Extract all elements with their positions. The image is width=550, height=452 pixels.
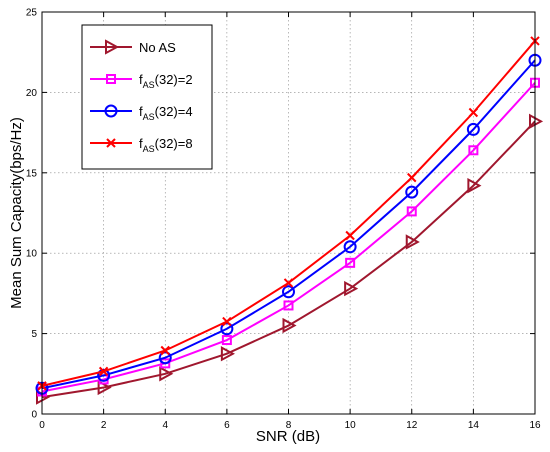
y-tick-label: 25	[26, 8, 38, 19]
legend-item: No AS	[90, 39, 176, 55]
y-tick-label: 5	[31, 329, 37, 340]
legend-label-sub: AS	[143, 112, 155, 122]
legend-item: fAS(32)=2	[90, 72, 193, 90]
legend-label-tail: (32)=2	[155, 72, 193, 87]
legend-label-tail: (32)=8	[155, 136, 193, 151]
x-marker-stroke	[407, 172, 417, 183]
y-tick-label: 15	[26, 168, 38, 179]
legend-label-sub: AS	[143, 80, 155, 90]
series-line	[41, 82, 536, 393]
x-tick-label: 0	[39, 420, 45, 431]
legend-label-main: f	[139, 72, 143, 87]
circle-marker	[466, 122, 480, 136]
x-marker	[160, 345, 170, 356]
series-4	[37, 36, 540, 391]
triangle-marker	[282, 317, 297, 334]
x-tick-label: 4	[162, 420, 168, 431]
y-axis-label: Mean Sum Capacity(bps/Hz)	[8, 117, 25, 309]
legend-item: fAS(32)=4	[90, 104, 193, 122]
circle-marker	[343, 240, 357, 254]
axis-ticks: 0 2 4 6 8 10 12 14 16 0 5 10 15 20 25	[26, 8, 541, 432]
x-marker	[468, 107, 479, 118]
series-layer	[35, 36, 544, 405]
series-line	[41, 120, 536, 399]
circle-marker	[104, 104, 118, 118]
square-marker	[406, 206, 417, 217]
square-marker	[468, 145, 479, 156]
triangle-marker	[467, 177, 482, 194]
circle-marker	[158, 351, 172, 365]
series-1	[36, 113, 544, 405]
square-marker	[283, 300, 294, 311]
legend-label: fAS(32)=8	[139, 136, 193, 154]
circle-marker	[405, 185, 419, 199]
series-line	[41, 59, 536, 390]
y-tick-label: 10	[26, 249, 38, 260]
x-tick-label: 10	[345, 420, 357, 431]
triangle-marker	[344, 280, 359, 297]
legend-label-sub: AS	[143, 144, 155, 154]
x-marker	[283, 278, 294, 288]
x-marker-stroke	[283, 278, 294, 288]
x-tick-label: 8	[286, 420, 292, 431]
square-marker	[345, 257, 356, 268]
legend-label-main: f	[139, 136, 143, 151]
triangle-marker	[220, 346, 235, 362]
legend-label: fAS(32)=2	[139, 72, 193, 90]
y-tick-label: 20	[26, 88, 38, 99]
x-marker-stroke	[98, 366, 109, 377]
x-marker	[345, 230, 355, 241]
x-marker-stroke	[106, 138, 116, 148]
triangle-marker	[159, 366, 174, 382]
square-marker	[221, 335, 232, 346]
x-marker-stroke	[468, 107, 479, 118]
legend-label: No AS	[139, 40, 176, 55]
circle-marker	[97, 368, 111, 382]
x-marker	[407, 172, 417, 183]
grid-lines	[42, 12, 535, 414]
legend-label-main: f	[139, 104, 143, 119]
x-marker	[222, 316, 232, 327]
circle-marker	[282, 285, 295, 299]
square-marker	[106, 74, 116, 84]
square-marker	[160, 358, 171, 369]
x-marker	[98, 366, 109, 377]
x-tick-label: 16	[529, 420, 541, 431]
circle-marker	[220, 322, 234, 336]
x-tick-label: 2	[101, 420, 107, 431]
legend-label: fAS(32)=4	[139, 104, 193, 122]
x-axis-label: SNR (dB)	[256, 428, 320, 445]
x-marker-stroke	[222, 316, 232, 327]
legend-label-tail: (32)=4	[155, 104, 193, 119]
x-marker	[106, 138, 116, 148]
legend-box	[81, 24, 213, 170]
legend-label-main: No AS	[139, 40, 176, 55]
legend-item: fAS(32)=8	[90, 136, 193, 154]
x-tick-label: 12	[406, 420, 418, 431]
triangle-marker	[105, 39, 120, 55]
x-tick-label: 6	[224, 420, 230, 431]
triangle-marker	[97, 379, 112, 396]
triangle-marker	[405, 234, 420, 250]
y-tick-label: 0	[31, 410, 37, 421]
x-marker-stroke	[345, 230, 355, 241]
x-marker-stroke	[160, 345, 170, 356]
x-tick-label: 14	[468, 420, 480, 431]
